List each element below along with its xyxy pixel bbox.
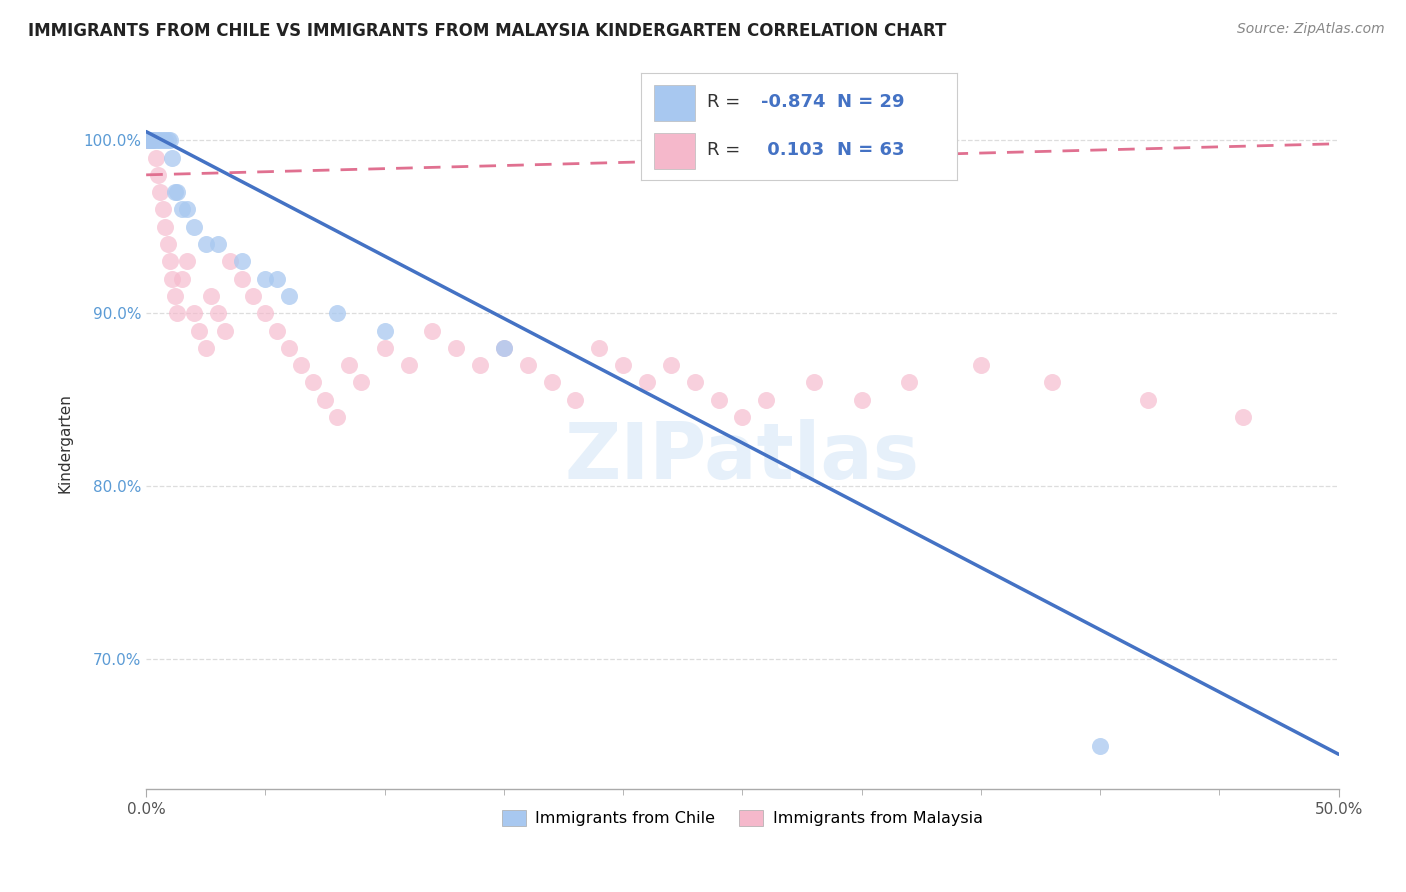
Point [374,341,396,355]
Point [162,151,184,165]
Point [731,409,754,424]
Point [176,254,198,268]
Point [254,306,277,320]
Point [138,133,160,147]
Point [636,376,658,390]
Point [516,358,538,372]
Point [1042,376,1064,390]
Point [444,341,467,355]
Point [374,324,396,338]
Point [200,289,222,303]
Point [612,358,634,372]
Point [314,392,336,407]
Point [156,237,179,252]
Point [1088,739,1111,753]
Point [138,133,160,147]
Point [326,306,349,320]
Point [290,358,312,372]
Point [155,219,177,234]
Point [492,341,515,355]
Point [1232,409,1254,424]
Point [136,133,159,147]
Point [142,133,165,147]
Point [166,185,188,199]
Point [138,133,160,147]
Point [163,185,186,199]
Text: Source: ZipAtlas.com: Source: ZipAtlas.com [1237,22,1385,37]
Point [156,133,179,147]
Y-axis label: Kindergarten: Kindergarten [58,393,72,493]
Text: ZIPatlas: ZIPatlas [565,418,920,495]
Text: IMMIGRANTS FROM CHILE VS IMMIGRANTS FROM MALAYSIA KINDERGARTEN CORRELATION CHART: IMMIGRANTS FROM CHILE VS IMMIGRANTS FROM… [28,22,946,40]
Point [207,306,229,320]
Point [138,133,160,147]
Point [141,133,163,147]
Point [803,376,825,390]
Point [149,185,172,199]
Point [231,271,253,285]
Point [162,271,184,285]
Legend: Immigrants from Chile, Immigrants from Malaysia: Immigrants from Chile, Immigrants from M… [495,804,990,833]
Point [163,289,186,303]
Point [468,358,491,372]
Point [214,324,236,338]
Point [898,376,921,390]
Point [266,324,288,338]
Point [166,306,188,320]
Point [218,254,240,268]
Point [337,358,360,372]
Point [138,133,160,147]
Point [194,341,217,355]
Point [683,376,706,390]
Point [176,202,198,217]
Point [183,306,205,320]
Point [146,133,169,147]
Point [492,341,515,355]
Point [398,358,420,372]
Point [152,202,174,217]
Point [278,289,301,303]
Point [231,254,253,268]
Point [266,271,288,285]
Point [1136,392,1159,407]
Point [302,376,325,390]
Point [146,168,169,182]
Point [422,324,444,338]
Point [588,341,610,355]
Point [170,271,193,285]
Point [278,341,301,355]
Point [242,289,264,303]
Point [970,358,993,372]
Point [141,133,163,147]
Point [145,133,167,147]
Point [755,392,778,407]
Point [540,376,562,390]
Point [187,324,209,338]
Point [136,133,159,147]
Point [207,237,229,252]
Point [326,409,349,424]
Point [136,133,159,147]
Point [145,151,167,165]
Point [183,219,205,234]
Point [152,133,174,147]
Point [159,133,181,147]
Point [149,133,172,147]
Point [170,202,193,217]
Point [139,133,162,147]
Point [159,254,181,268]
Point [707,392,730,407]
Point [155,133,177,147]
Point [851,392,873,407]
Point [659,358,682,372]
Point [142,133,165,147]
Point [350,376,373,390]
Point [139,133,162,147]
Point [135,133,157,147]
Point [194,237,217,252]
Point [254,271,277,285]
Point [564,392,586,407]
